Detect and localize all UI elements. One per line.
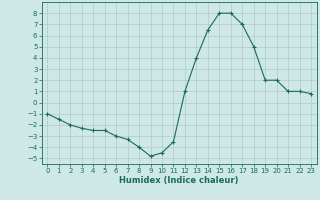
X-axis label: Humidex (Indice chaleur): Humidex (Indice chaleur) <box>119 176 239 185</box>
